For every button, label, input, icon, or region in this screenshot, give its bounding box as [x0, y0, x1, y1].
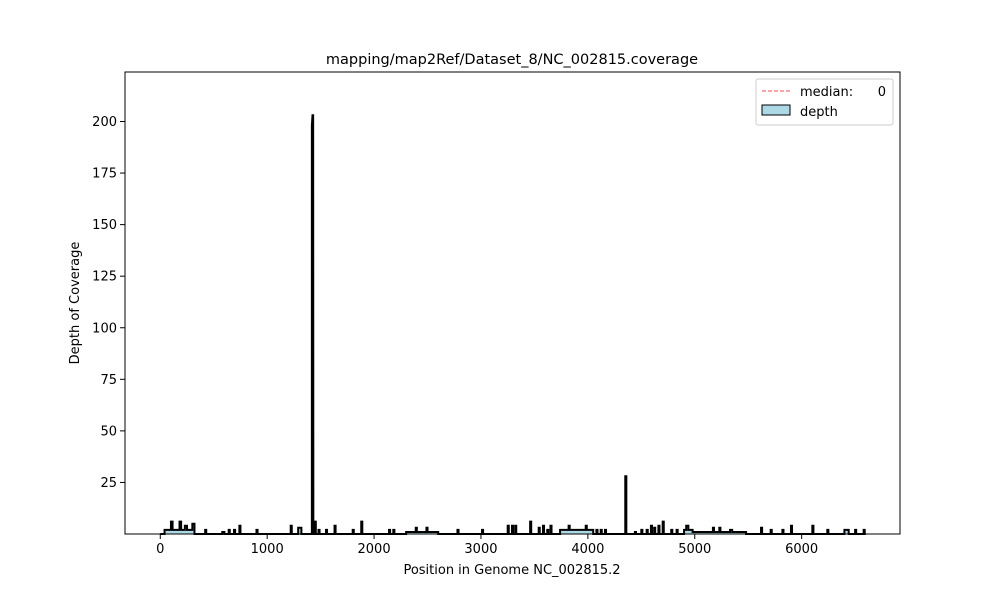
plot-frame	[124, 71, 901, 535]
chart-title: mapping/map2Ref/Dataset_8/NC_002815.cove…	[326, 52, 698, 68]
x-tick-label: 3000	[464, 542, 497, 557]
x-tick-label: 4000	[571, 542, 604, 557]
y-tick-label: 150	[92, 218, 117, 233]
y-axis-ticks: 25 50 75 100 125 150 175 200	[92, 115, 125, 491]
y-tick-label: 175	[92, 167, 117, 182]
x-tick-label: 5000	[678, 542, 711, 557]
x-tick-label: 1000	[251, 542, 284, 557]
legend-median-value: 0	[878, 85, 886, 100]
x-tick-label: 0	[156, 542, 164, 557]
legend-depth-label: depth	[800, 105, 838, 120]
x-tick-label: 2000	[358, 542, 391, 557]
y-axis-label: Depth of Coverage	[68, 242, 83, 365]
y-tick-label: 200	[92, 115, 117, 130]
legend: median: 0 depth	[755, 78, 894, 126]
x-axis-ticks: 0 1000 2000 3000 4000 5000 6000	[156, 534, 818, 557]
legend-median-label: median:	[800, 85, 853, 100]
y-tick-label: 50	[100, 424, 117, 439]
y-tick-label: 75	[100, 373, 117, 388]
y-tick-label: 100	[92, 321, 117, 336]
plot-area	[125, 72, 900, 534]
y-tick-label: 25	[100, 476, 117, 491]
x-axis-label: Position in Genome NC_002815.2	[403, 563, 620, 578]
x-tick-label: 6000	[785, 542, 818, 557]
y-tick-label: 125	[92, 270, 117, 285]
legend-depth-swatch	[761, 104, 791, 116]
